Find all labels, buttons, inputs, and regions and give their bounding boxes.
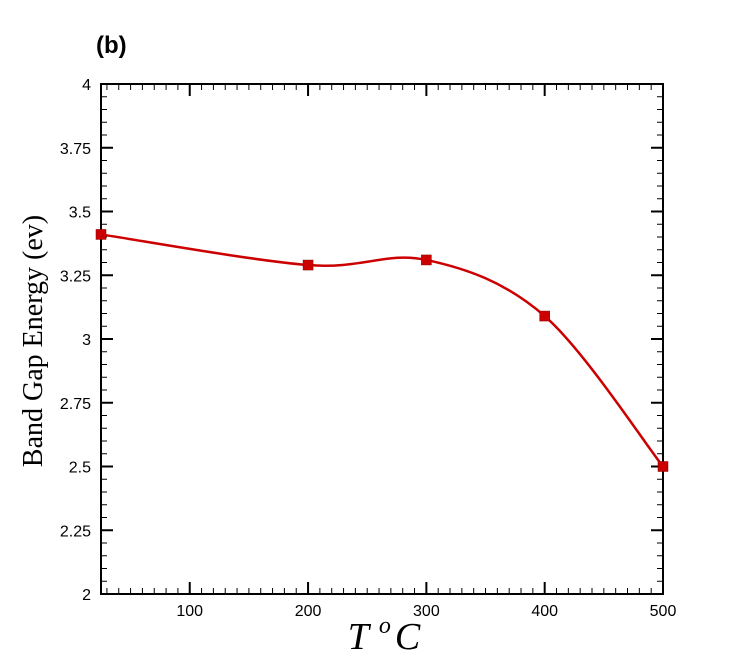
y-tick-label: 3 — [82, 332, 91, 349]
x-axis-label: T o C — [348, 613, 421, 658]
x-tick-label: 400 — [531, 603, 558, 620]
x-axis-label-superscript: o — [379, 613, 391, 639]
y-axis-label: Band Gap Energy (ev) — [18, 215, 49, 467]
x-tick-label: 200 — [295, 603, 322, 620]
minor-ticks — [101, 84, 663, 594]
x-axis-label-base: T — [348, 616, 372, 658]
x-axis-label-unit: C — [395, 616, 421, 658]
y-tick-label: 2.75 — [60, 396, 91, 413]
data-point-marker — [95, 229, 107, 240]
x-tick-label: 300 — [413, 603, 440, 620]
y-tick-labels: 2 2.25 2.5 2.75 3 3.25 3.5 3.75 4 — [60, 77, 91, 604]
data-point-marker — [539, 310, 550, 322]
plot-frame — [100, 83, 664, 595]
x-tick-label: 100 — [176, 603, 203, 620]
y-tick-label: 2 — [82, 587, 91, 604]
data-point-marker — [657, 461, 669, 472]
y-tick-label: 4 — [82, 77, 91, 94]
x-tick-labels: 100 200 300 400 500 — [176, 603, 676, 620]
y-tick-label: 3.25 — [60, 268, 91, 285]
data-point-marker — [302, 259, 314, 271]
y-tick-label: 3.75 — [60, 141, 91, 158]
data-point-marker — [421, 254, 432, 266]
panel-label: (b) — [96, 32, 127, 59]
series-line — [100, 233, 664, 468]
major-ticks — [101, 83, 664, 595]
y-tick-label: 2.5 — [69, 460, 91, 477]
y-tick-label: 2.25 — [60, 523, 91, 540]
series-markers — [95, 229, 669, 472]
x-tick-label: 500 — [650, 603, 677, 620]
y-tick-label: 3.5 — [69, 205, 91, 222]
